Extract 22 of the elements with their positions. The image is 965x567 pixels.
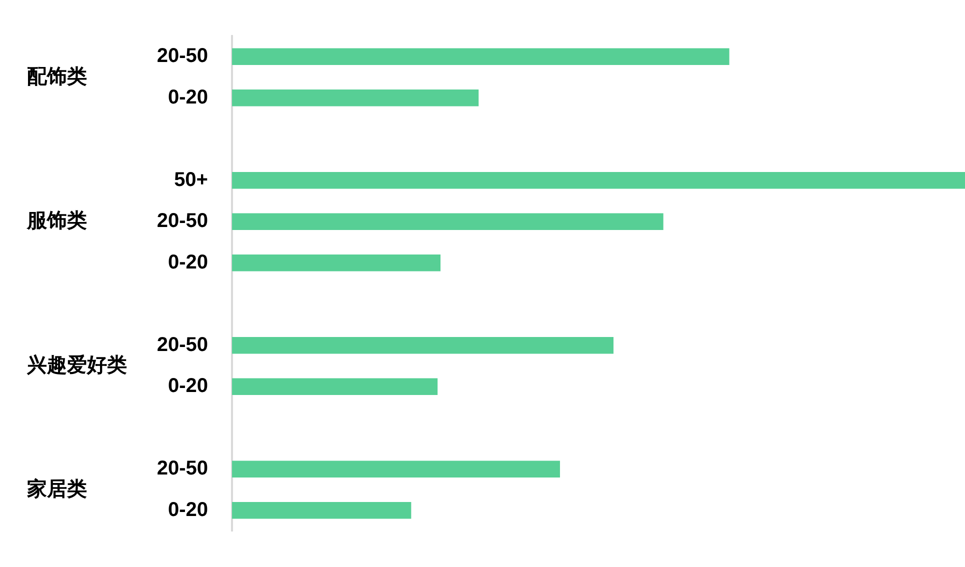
y-tick-label: 0-20 (168, 251, 208, 274)
bar (232, 502, 412, 519)
text: 服饰类 (26, 210, 87, 232)
bar (232, 172, 965, 189)
text: 家居类 (26, 477, 87, 500)
bar (232, 90, 479, 106)
y-tick-label: 20-50 (156, 334, 208, 356)
y-tick-label: 20-50 (156, 45, 208, 68)
y-tick-label: 20-50 (156, 458, 208, 480)
bar (232, 460, 560, 478)
bar (232, 213, 664, 230)
y-tick-label: 20-50 (156, 210, 208, 232)
text: 配饰类 (27, 66, 87, 88)
y-tick-label: 0-20 (168, 498, 208, 521)
y-tick-label: 0-20 (168, 375, 208, 398)
text: 兴趣爱好类 (26, 354, 127, 377)
bar (232, 378, 438, 395)
bar (232, 254, 440, 272)
y-tick-label: 50+ (174, 168, 208, 191)
bar (232, 48, 730, 65)
bar (232, 337, 614, 354)
y-tick-label: 0-20 (168, 86, 208, 108)
